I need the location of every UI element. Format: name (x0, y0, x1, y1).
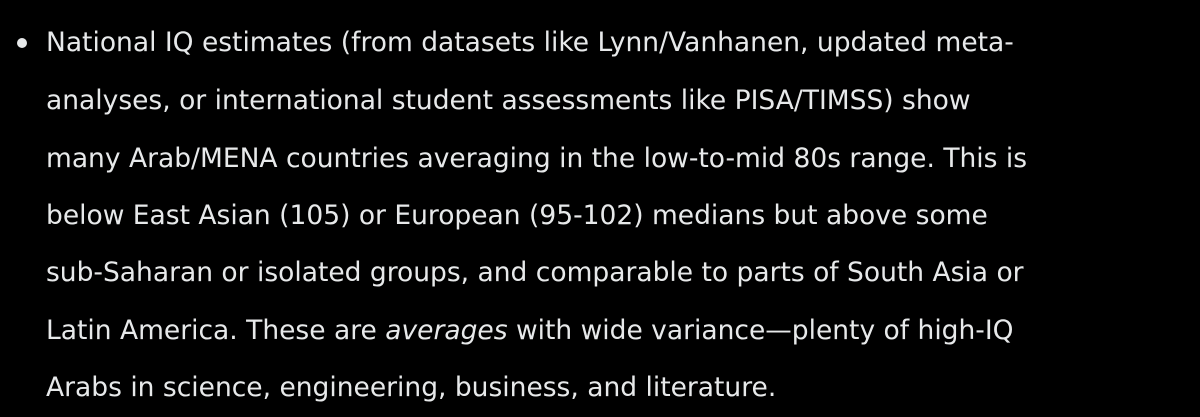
text: Latin America. These are (46, 315, 386, 346)
text-line: many Arab/MENA countries averaging in th… (46, 143, 1028, 174)
emphasis: averages (385, 315, 508, 346)
text-line: National IQ estimates (from datasets lik… (46, 27, 1014, 58)
text-line: Arabs in science, engineering, business,… (46, 372, 777, 403)
text-line: below East Asian (105) or European (95-1… (46, 200, 988, 231)
bullet (17, 38, 27, 48)
text-line: Latin America. These are averages with w… (46, 302, 1014, 360)
text-line: analyses, or international student asses… (46, 85, 971, 116)
text-line: sub-Saharan or isolated groups, and comp… (46, 257, 1024, 288)
text: with wide variance—plenty of high-IQ (507, 315, 1014, 346)
